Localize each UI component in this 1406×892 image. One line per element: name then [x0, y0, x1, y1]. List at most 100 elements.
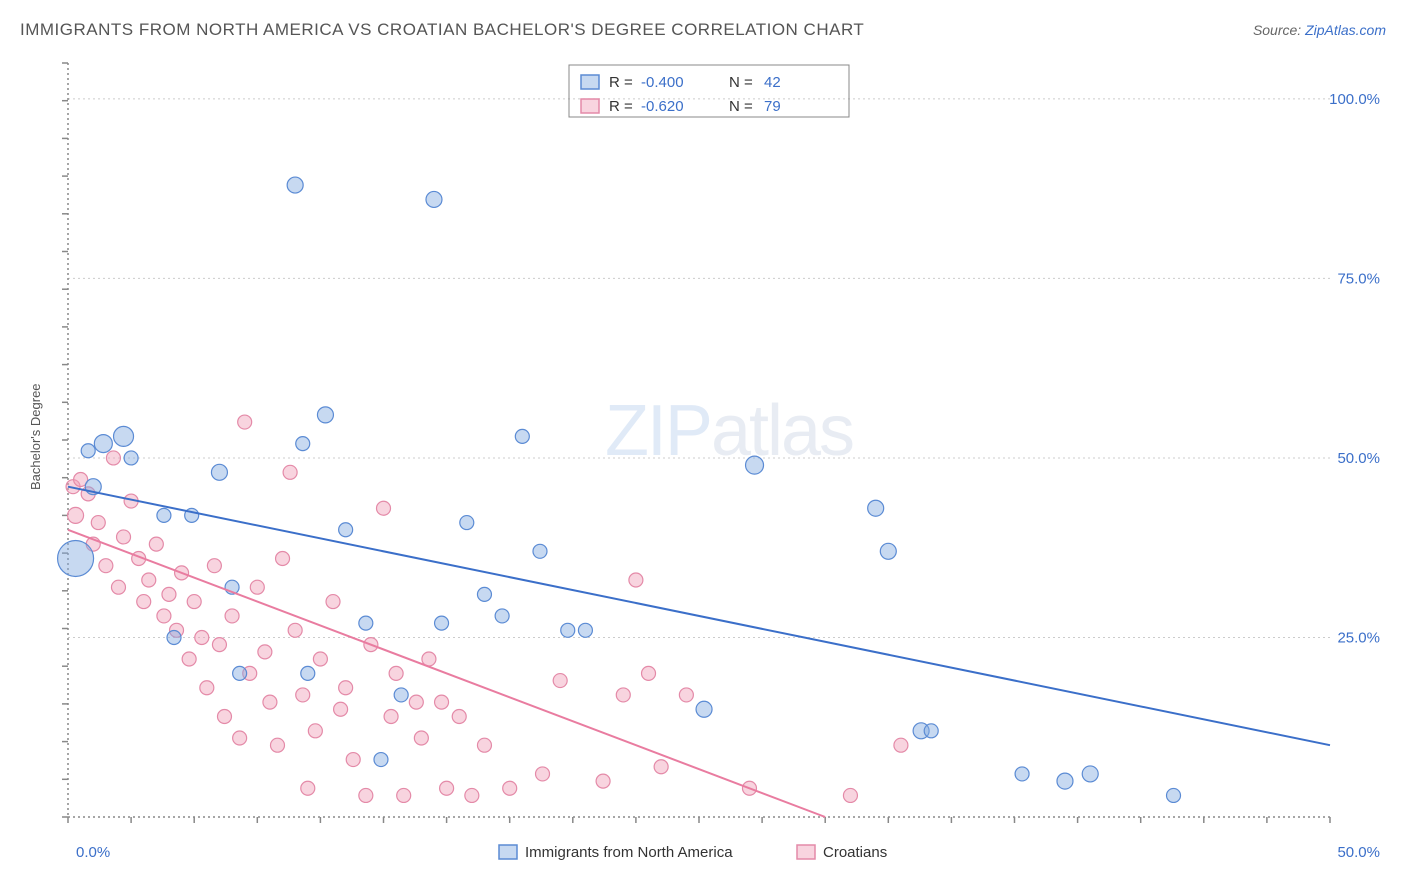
data-point-pink[interactable] [308, 724, 322, 738]
data-point-blue[interactable] [287, 177, 303, 193]
data-point-pink[interactable] [195, 630, 209, 644]
legend-r-label: R = [609, 74, 633, 91]
data-point-pink[interactable] [187, 595, 201, 609]
data-point-pink[interactable] [435, 695, 449, 709]
data-point-pink[interactable] [250, 580, 264, 594]
data-point-pink[interactable] [409, 695, 423, 709]
data-point-pink[interactable] [553, 674, 567, 688]
data-point-blue[interactable] [880, 543, 896, 559]
data-point-pink[interactable] [233, 731, 247, 745]
data-point-pink[interactable] [106, 451, 120, 465]
data-point-pink[interactable] [276, 551, 290, 565]
data-point-pink[interactable] [389, 666, 403, 680]
data-point-pink[interactable] [596, 774, 610, 788]
data-point-pink[interactable] [238, 415, 252, 429]
data-point-blue[interactable] [301, 666, 315, 680]
source-link[interactable]: ZipAtlas.com [1305, 22, 1386, 38]
data-point-pink[interactable] [654, 760, 668, 774]
data-point-blue[interactable] [533, 544, 547, 558]
data-point-pink[interactable] [225, 609, 239, 623]
data-point-blue[interactable] [233, 666, 247, 680]
data-point-blue[interactable] [561, 623, 575, 637]
data-point-pink[interactable] [384, 709, 398, 723]
data-point-pink[interactable] [137, 595, 151, 609]
data-point-blue[interactable] [296, 437, 310, 451]
data-point-pink[interactable] [377, 501, 391, 515]
data-point-pink[interactable] [99, 559, 113, 573]
data-point-blue[interactable] [1057, 773, 1073, 789]
data-point-pink[interactable] [296, 688, 310, 702]
data-point-blue[interactable] [167, 630, 181, 644]
data-point-pink[interactable] [200, 681, 214, 695]
data-point-pink[interactable] [326, 595, 340, 609]
data-point-blue[interactable] [114, 426, 134, 446]
data-point-blue[interactable] [81, 444, 95, 458]
data-point-blue[interactable] [94, 435, 112, 453]
data-point-blue[interactable] [495, 609, 509, 623]
data-point-pink[interactable] [142, 573, 156, 587]
data-point-pink[interactable] [843, 788, 857, 802]
data-point-blue[interactable] [374, 753, 388, 767]
data-point-pink[interactable] [301, 781, 315, 795]
data-point-pink[interactable] [452, 709, 466, 723]
data-point-blue[interactable] [339, 523, 353, 537]
data-point-pink[interactable] [465, 788, 479, 802]
data-point-pink[interactable] [207, 559, 221, 573]
data-point-blue[interactable] [746, 456, 764, 474]
data-point-blue[interactable] [58, 540, 94, 576]
data-point-blue[interactable] [359, 616, 373, 630]
data-point-blue[interactable] [157, 508, 171, 522]
data-point-pink[interactable] [536, 767, 550, 781]
data-point-pink[interactable] [149, 537, 163, 551]
data-point-pink[interactable] [440, 781, 454, 795]
data-point-pink[interactable] [258, 645, 272, 659]
data-point-pink[interactable] [162, 587, 176, 601]
data-point-pink[interactable] [477, 738, 491, 752]
data-point-blue[interactable] [1167, 788, 1181, 802]
data-point-pink[interactable] [212, 638, 226, 652]
data-point-pink[interactable] [616, 688, 630, 702]
data-point-blue[interactable] [515, 429, 529, 443]
data-point-blue[interactable] [124, 451, 138, 465]
legend-n-value: 79 [764, 98, 781, 115]
data-point-pink[interactable] [182, 652, 196, 666]
data-point-pink[interactable] [91, 516, 105, 530]
data-point-pink[interactable] [359, 788, 373, 802]
data-point-pink[interactable] [346, 753, 360, 767]
data-point-pink[interactable] [894, 738, 908, 752]
data-point-blue[interactable] [924, 724, 938, 738]
data-point-blue[interactable] [696, 701, 712, 717]
data-point-pink[interactable] [334, 702, 348, 716]
data-point-pink[interactable] [263, 695, 277, 709]
legend-r-value: -0.400 [641, 74, 684, 91]
data-point-blue[interactable] [1015, 767, 1029, 781]
data-point-pink[interactable] [629, 573, 643, 587]
data-point-blue[interactable] [1082, 766, 1098, 782]
data-point-pink[interactable] [68, 507, 84, 523]
data-point-blue[interactable] [460, 516, 474, 530]
data-point-blue[interactable] [211, 464, 227, 480]
data-point-blue[interactable] [868, 500, 884, 516]
data-point-blue[interactable] [426, 191, 442, 207]
y-axis-label: Bachelor's Degree [28, 383, 43, 490]
data-point-pink[interactable] [111, 580, 125, 594]
data-point-blue[interactable] [317, 407, 333, 423]
data-point-pink[interactable] [339, 681, 353, 695]
data-point-pink[interactable] [414, 731, 428, 745]
data-point-pink[interactable] [283, 465, 297, 479]
data-point-pink[interactable] [217, 709, 231, 723]
data-point-blue[interactable] [394, 688, 408, 702]
data-point-blue[interactable] [477, 587, 491, 601]
data-point-blue[interactable] [435, 616, 449, 630]
data-point-pink[interactable] [157, 609, 171, 623]
data-point-pink[interactable] [397, 788, 411, 802]
data-point-pink[interactable] [313, 652, 327, 666]
data-point-pink[interactable] [117, 530, 131, 544]
data-point-pink[interactable] [288, 623, 302, 637]
data-point-pink[interactable] [679, 688, 693, 702]
data-point-pink[interactable] [642, 666, 656, 680]
x-tick-label: 50.0% [1337, 844, 1380, 861]
data-point-pink[interactable] [503, 781, 517, 795]
data-point-blue[interactable] [578, 623, 592, 637]
data-point-pink[interactable] [270, 738, 284, 752]
